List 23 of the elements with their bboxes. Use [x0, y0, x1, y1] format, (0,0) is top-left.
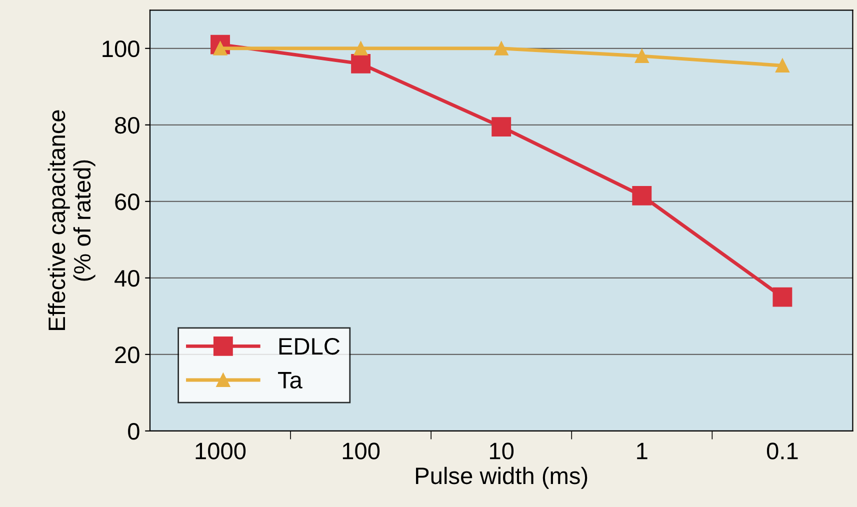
- y-tick-label: 100: [102, 40, 140, 58]
- point: [634, 49, 649, 63]
- y-tick-label: 80: [115, 116, 140, 134]
- x-tick-label: 100: [342, 442, 380, 460]
- point: [494, 41, 508, 56]
- point: [351, 54, 371, 74]
- y-tick-label: 20: [115, 346, 140, 364]
- x-tick-label: 0.1: [766, 442, 798, 460]
- point: [775, 58, 790, 73]
- y-tick-label: 40: [114, 270, 140, 287]
- point: [772, 287, 792, 307]
- point: [354, 41, 368, 56]
- y-tick-label: 0: [128, 423, 140, 440]
- x-tick-label: 1000: [196, 442, 246, 460]
- y-axis-title: Effective capacitance (% of rated): [48, 110, 96, 330]
- x-tick-label: 1: [637, 442, 648, 460]
- legend-label: EDLC: [279, 338, 340, 355]
- point: [632, 186, 652, 206]
- point: [492, 117, 512, 137]
- y-tick-label: 60: [115, 193, 140, 210]
- legend-label: Ta: [278, 372, 302, 389]
- x-axis-title: Pulse width (ms): [416, 466, 588, 489]
- x-tick-label: 10: [490, 442, 514, 460]
